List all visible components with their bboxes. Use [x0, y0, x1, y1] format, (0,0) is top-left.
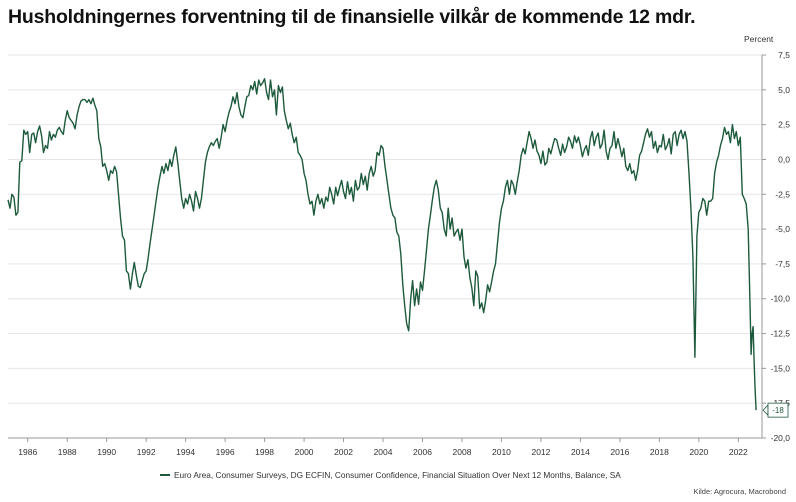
last-value-pointer	[762, 404, 769, 417]
y-tick-label: -2,5	[775, 189, 790, 199]
chart-grid	[8, 54, 762, 439]
x-tick-label: 2006	[413, 447, 432, 457]
x-axis: 1986 1988 1990 1992 1994 1996 1998 2000 2002 2004…	[8, 437, 762, 457]
series-line	[7, 78, 757, 411]
source-note: Kilde: Agrocura, Macrobond	[693, 487, 786, 496]
last-value-box	[767, 402, 789, 418]
y-tick-label: 0,0	[778, 154, 790, 164]
y-tick-label: -12,5	[771, 329, 791, 339]
y-tick-label: 7,5	[778, 50, 790, 60]
x-tick-label: 2008	[453, 447, 472, 457]
x-tick-label: 2010	[492, 447, 511, 457]
x-tick-label: 2000	[295, 447, 314, 457]
chart-title: Husholdningernes forventning til de fina…	[8, 6, 696, 28]
y-tick-label: -7,5	[775, 259, 790, 269]
y-tick-label: 2,5	[778, 120, 790, 130]
x-tick-label: 2012	[531, 447, 550, 457]
x-tick-label: 2016	[610, 447, 629, 457]
legend-swatch	[160, 474, 170, 476]
x-tick-label: 1998	[255, 447, 274, 457]
x-tick-label: 2002	[334, 447, 353, 457]
x-tick-label: 1996	[216, 447, 235, 457]
y-axis-unit-label: Percent	[744, 34, 774, 44]
x-tick-label: 2018	[650, 447, 669, 457]
x-tick-label: 2020	[689, 447, 708, 457]
chart-series	[7, 78, 757, 411]
last-value-label: -18	[772, 406, 784, 415]
x-tick-label: 2014	[571, 447, 590, 457]
y-axis: 7,5 5,0 2,5 0,0 -2,5 -5,0 -7,5 -10,0 -12,5 -15,0 -…	[761, 50, 791, 443]
y-tick-label: -15,0	[771, 363, 791, 373]
x-tick-label: 2022	[729, 447, 748, 457]
last-value-marker: -18	[762, 402, 789, 418]
x-tick-label: 1988	[58, 447, 77, 457]
y-tick-label: 5,0	[778, 85, 790, 95]
y-tick-label: -10,0	[771, 294, 791, 304]
legend-entry: Euro Area, Consumer Surveys, DG ECFIN, C…	[174, 470, 621, 480]
x-tick-label: 1994	[176, 447, 195, 457]
x-tick-label: 1990	[97, 447, 116, 457]
y-tick-label: -5,0	[775, 224, 790, 234]
x-tick-label: 2004	[374, 447, 393, 457]
x-tick-label: 1986	[18, 447, 37, 457]
x-tick-label: 1992	[137, 447, 156, 457]
chart-legend: Euro Area, Consumer Surveys, DG ECFIN, C…	[160, 470, 621, 480]
y-tick-label: -20,0	[771, 433, 791, 443]
